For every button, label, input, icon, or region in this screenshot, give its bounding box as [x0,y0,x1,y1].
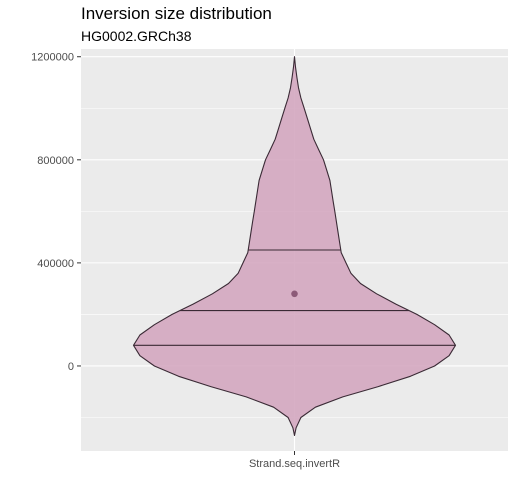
violin-group [132,56,457,437]
x-tick-label: Strand.seq.invertR [249,458,340,470]
mean-point [291,290,298,298]
axes: 0 400000 800000 1200000 Strand.seq.invertR [31,52,340,470]
chart-title: Inversion size distribution [81,4,272,23]
y-tick-label: 0 [68,361,74,373]
chart-subtitle: HG0002.GRCh38 [81,28,192,44]
y-tick-label: 1200000 [31,52,74,64]
y-tick-label: 800000 [37,155,74,167]
violin-body [132,56,457,437]
y-tick-label: 400000 [37,258,74,270]
